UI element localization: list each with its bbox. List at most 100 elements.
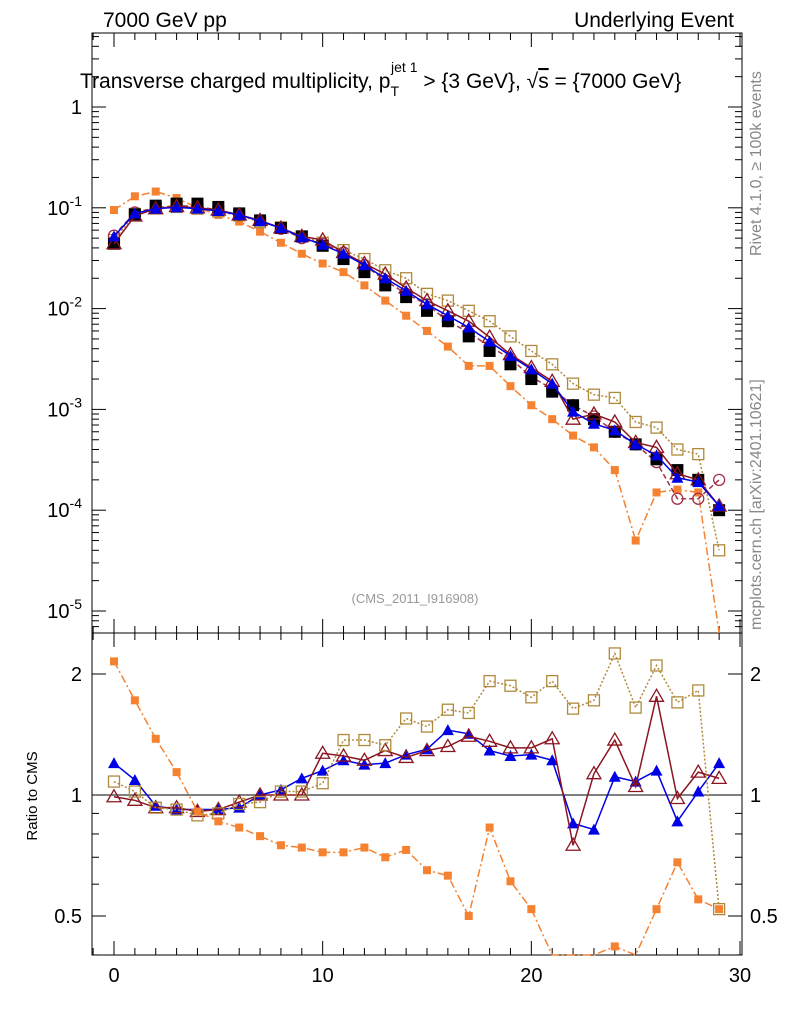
y-tick-label: 10-2	[47, 294, 82, 321]
series-line	[113, 190, 720, 634]
data-point	[212, 204, 225, 216]
data-point	[110, 206, 118, 215]
ratio-y-tick-label: 2	[71, 664, 82, 686]
rivet-label: Rivet 4.1.0, ≥ 100k events	[748, 71, 765, 256]
data-point	[360, 281, 369, 290]
data-point	[504, 679, 517, 692]
data-point	[629, 415, 642, 429]
data-point	[523, 739, 540, 754]
data-point	[587, 694, 601, 707]
data-point	[692, 785, 705, 797]
data-point	[233, 208, 246, 220]
data-point	[314, 744, 331, 759]
series-line	[113, 206, 720, 507]
data-point	[339, 848, 348, 857]
data-point	[711, 770, 728, 785]
data-point	[567, 817, 580, 829]
y-tick-label: 10-4	[47, 495, 82, 522]
ratio-axes: 0.5 0.51 12 20 10 20 30	[54, 633, 778, 987]
series-cms	[108, 197, 726, 517]
ratio-panel-frame	[91, 632, 743, 956]
data-point	[399, 272, 413, 285]
data-point	[274, 785, 288, 798]
data-point	[712, 903, 726, 916]
data-point	[108, 230, 120, 242]
data-point	[692, 492, 705, 505]
data-point	[713, 500, 726, 512]
data-point	[585, 765, 603, 780]
data-point	[316, 777, 329, 790]
series-pythia-6-428-default	[110, 657, 724, 956]
data-point	[420, 720, 434, 733]
data-point	[337, 247, 350, 259]
data-point	[694, 895, 703, 904]
data-point	[506, 382, 515, 391]
data-point	[692, 684, 705, 697]
data-point	[671, 815, 684, 827]
data-point	[546, 674, 559, 688]
title-tail: = {7000 GeV}	[549, 70, 682, 93]
data-point	[608, 647, 621, 660]
data-point	[483, 344, 496, 357]
data-point	[423, 866, 431, 875]
data-point	[293, 786, 310, 801]
data-point	[172, 768, 181, 777]
data-point	[274, 222, 287, 234]
ratio-ylabel: Ratio to CMS	[24, 751, 41, 840]
data-point	[544, 730, 561, 745]
data-point	[712, 544, 726, 557]
series-line	[113, 206, 720, 551]
data-point	[400, 284, 413, 296]
data-point	[610, 466, 619, 475]
data-point	[564, 410, 582, 425]
data-point	[631, 536, 640, 545]
data-point	[462, 304, 475, 317]
data-point	[610, 942, 619, 951]
x-tick-label: 10	[312, 965, 334, 987]
data-point	[358, 733, 371, 747]
data-point	[525, 373, 538, 386]
data-point	[418, 742, 436, 757]
data-point	[587, 823, 600, 835]
data-point	[170, 803, 183, 816]
data-point	[502, 739, 519, 754]
data-point	[462, 727, 475, 739]
data-point	[546, 754, 559, 766]
data-point	[128, 785, 142, 798]
x-tick-label: 20	[520, 965, 542, 987]
data-point	[297, 843, 306, 852]
data-point	[210, 801, 227, 816]
data-point	[276, 841, 285, 850]
data-point	[170, 201, 183, 213]
data-point	[360, 843, 369, 852]
data-point	[587, 417, 600, 429]
data-point	[504, 330, 517, 343]
data-point	[483, 315, 496, 328]
data-point	[151, 187, 160, 196]
data-point	[690, 763, 707, 778]
series-line	[113, 661, 720, 956]
y-tick-label: 10-5	[47, 596, 82, 623]
data-point	[377, 742, 394, 757]
main-series-group	[105, 187, 728, 634]
data-point	[379, 739, 392, 752]
data-point	[316, 238, 329, 250]
data-point	[608, 770, 621, 782]
data-point	[402, 845, 411, 854]
data-point	[358, 758, 371, 770]
data-point	[525, 344, 538, 358]
data-point	[483, 335, 496, 347]
data-point	[485, 361, 494, 370]
series-pythia-6-428-370	[105, 198, 728, 512]
series-pythia-8-315-default	[108, 201, 726, 512]
data-point	[504, 358, 517, 371]
title-sqrt-symbol: √	[527, 70, 539, 93]
data-point	[130, 696, 139, 705]
ratio-y-tick-label: 1	[71, 785, 82, 807]
title-sup: jet 1	[390, 59, 418, 75]
data-point	[566, 377, 580, 390]
data-point	[402, 311, 411, 320]
data-point	[107, 775, 121, 788]
data-point	[253, 795, 267, 809]
y-tick-label: 1	[71, 97, 82, 119]
